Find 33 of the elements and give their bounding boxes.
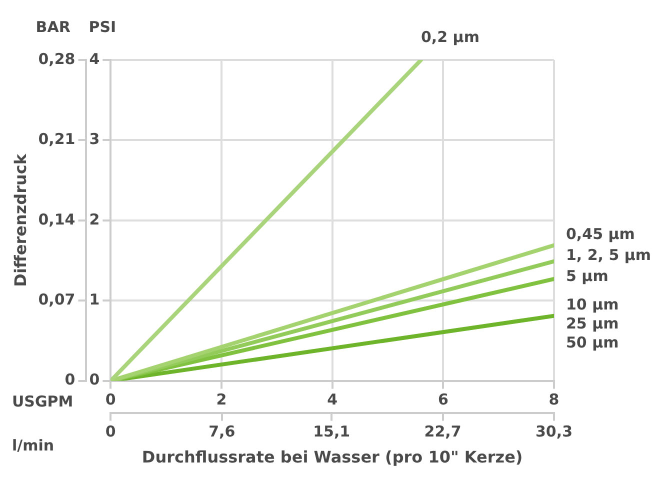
text: BAR xyxy=(36,18,71,36)
text: 50 µm xyxy=(566,334,619,352)
text: 25 µm xyxy=(566,314,619,333)
x2-axis-title: l/min xyxy=(12,436,54,455)
y-tick-label: 0,07 xyxy=(38,290,76,308)
x-tick-label: 2 xyxy=(216,390,227,409)
x-tick-label: 6 xyxy=(438,390,448,409)
y-tick-label: 0,28 xyxy=(38,50,76,68)
y2-tick-label: 0 xyxy=(89,370,100,389)
y-axis-title: Differenzdruck xyxy=(10,154,30,287)
x2-tick-label: 0 xyxy=(105,422,116,441)
y-tick-label: 0,14 xyxy=(38,210,76,228)
x-tick-label: 0 xyxy=(105,390,116,409)
series-label: 0,45 µm xyxy=(566,225,635,244)
y2-tick-label: 2 xyxy=(89,210,100,228)
series-label: 10 µm xyxy=(566,296,619,314)
series-label: 0,2 µm xyxy=(420,28,480,46)
x-tick-label: 8 xyxy=(548,390,560,409)
y2-tick-label: 1 xyxy=(89,290,100,308)
x2-tick-label: 30,3 xyxy=(535,422,573,441)
y2-axis-title: PSI xyxy=(88,18,116,36)
x2-tick-label: 22,7 xyxy=(424,422,462,441)
series-label: 1, 2, 5 µm xyxy=(566,246,652,264)
y-tick-label: 0,21 xyxy=(38,130,76,148)
y-tick-label: 0 xyxy=(64,370,76,389)
x2-tick-label: 7,6 xyxy=(208,422,236,441)
x-axis-title: Durchflussrate bei Wasser (pro 10" Kerze) xyxy=(142,448,523,467)
x2-tick-label: 15,1 xyxy=(313,422,350,441)
x-tick-label: 4 xyxy=(327,390,338,409)
y2-tick-label: 3 xyxy=(89,130,100,148)
series-label: 5 µm xyxy=(566,267,608,286)
y2-tick-label: 4 xyxy=(89,50,100,68)
text: USGPM xyxy=(12,392,74,411)
